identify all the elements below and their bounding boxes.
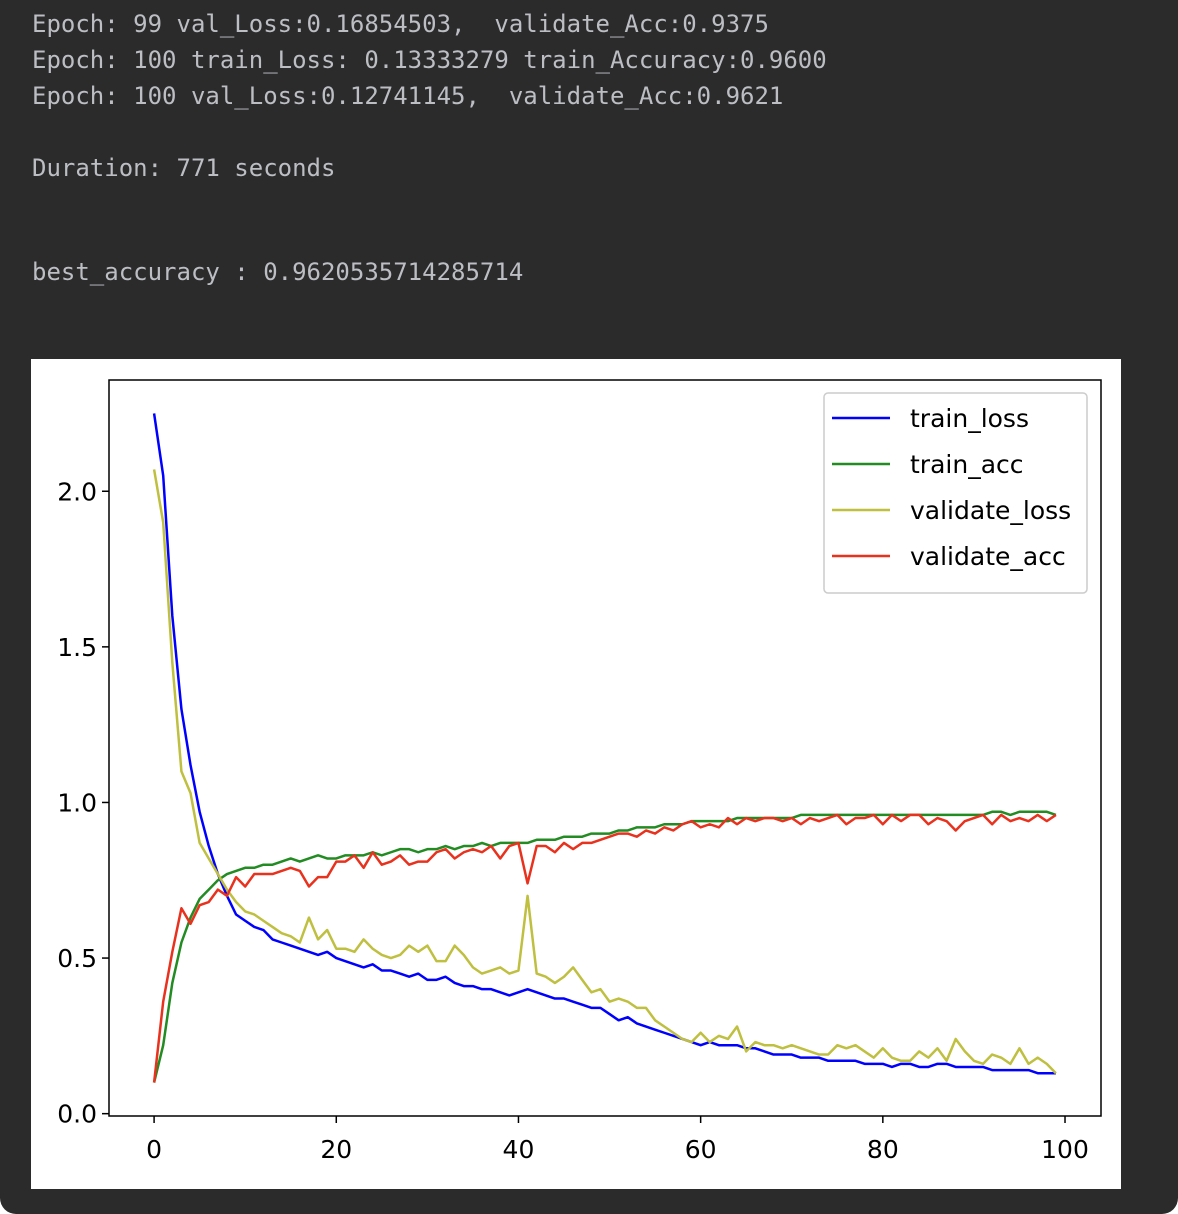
series-line (152, 469, 1057, 1075)
x-tick-label: 40 (503, 1135, 535, 1164)
legend-label: validate_loss (910, 496, 1071, 525)
y-tick-label: 1.5 (57, 633, 97, 662)
x-tick-label: 60 (685, 1135, 717, 1164)
y-tick-label: 0.0 (57, 1100, 97, 1129)
x-tick-label: 100 (1041, 1135, 1089, 1164)
chart: 0.0 0.5 1.0 1.5 2.0 0 20 40 60 80 100 train_losstra… (57, 379, 1102, 1164)
x-tick-label: 20 (320, 1135, 352, 1164)
legend-label: train_acc (910, 450, 1024, 479)
legend-label: validate_acc (910, 542, 1066, 571)
console-line: Duration: 771 seconds (32, 154, 336, 182)
console-line: Epoch: 100 train_Loss: 0.13333279 train_… (32, 46, 827, 74)
y-tick-label: 1.0 (57, 788, 97, 817)
console-line: Epoch: 100 val_Loss:0.12741145, validate… (32, 82, 784, 110)
axes-frame (108, 379, 1102, 1117)
legend-label: train_loss (910, 404, 1029, 433)
console-line: Epoch: 99 val_Loss:0.16854503, validate_… (32, 10, 769, 38)
series-line (152, 810, 1057, 1083)
y-tick-label: 0.5 (57, 944, 97, 973)
x-tick-label: 80 (867, 1135, 899, 1164)
series-line (152, 413, 1056, 1075)
legend-box (823, 392, 1088, 594)
console-line: best_accuracy : 0.9620535714285714 (32, 258, 524, 286)
x-tick-label: 0 (146, 1135, 162, 1164)
series-line (152, 813, 1057, 1083)
y-tick-label: 2.0 (57, 477, 97, 506)
